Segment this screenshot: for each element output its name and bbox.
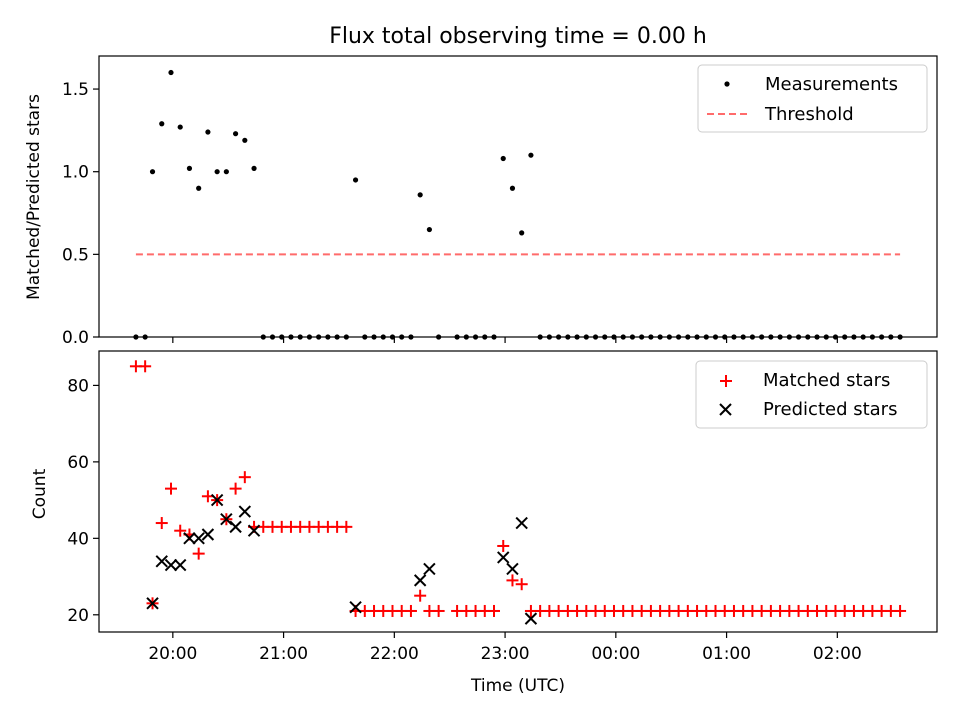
predicted-point-8: [220, 513, 233, 526]
predicted-point-11: [247, 524, 261, 537]
bottom-x-tick-label-4: 00:00: [591, 644, 640, 664]
measurement-point-5: [177, 124, 183, 130]
matched-point-23: [340, 520, 353, 533]
top-y-axis-label: Matched/Predicted stars: [24, 94, 44, 300]
matched-point-38: [488, 604, 501, 617]
matched-point-41: [515, 578, 528, 591]
matched-point-5: [174, 524, 187, 537]
predicted-point-10: [238, 505, 252, 518]
bottom-x-tick-label-3: 23:00: [481, 644, 530, 664]
top-y-tick-label-3: 1.5: [62, 80, 89, 100]
bottom-y-tick-label-2: 60: [67, 453, 89, 473]
measurement-point-10: [223, 169, 229, 175]
legend-threshold-label: Threshold: [764, 104, 854, 125]
predicted-point-2: [164, 558, 178, 572]
measurement-point-7: [196, 185, 202, 191]
bottom-x-tick-label-6: 02:00: [813, 644, 862, 664]
top-y-tick-label-1: 0.5: [62, 245, 89, 265]
measurement-point-3: [159, 121, 165, 127]
bottom-y-axis-label: Count: [30, 468, 50, 519]
legend-measurements-marker: [724, 81, 730, 87]
legend-measurements-label: Measurements: [765, 74, 898, 95]
matched-point-3: [155, 517, 168, 530]
measurement-point-40: [509, 185, 516, 191]
bottom-axes-frame: [98, 350, 938, 633]
predicted-point-12: [349, 600, 362, 614]
measurement-point-9: [214, 169, 220, 175]
matched-point-1: [139, 360, 152, 373]
x-axis-label: Time (UTC): [470, 676, 565, 696]
measurement-point-32: [426, 226, 433, 233]
figure-title: Flux total observing time = 0.00 h: [329, 24, 707, 49]
matched-point-82: [894, 604, 907, 617]
matched-point-31: [414, 589, 427, 602]
bottom-axes: 20 40 60 80 20:00 21:00 22:00 23:00 00:00 01:00 0…: [30, 350, 938, 696]
predicted-point-17: [515, 516, 528, 530]
bottom-y-tick-label-3: 80: [67, 376, 89, 396]
top-plot-area: [133, 69, 903, 340]
bottom-plot-area: [129, 360, 907, 625]
legend-predicted-marker: [719, 403, 732, 416]
bottom-y-tick-label-0: 20: [67, 606, 89, 626]
top-y-tick-label-2: 1.0: [62, 163, 89, 183]
measurement-point-24: [352, 177, 359, 183]
measurement-point-2: [149, 169, 156, 175]
predicted-point-0: [146, 597, 159, 610]
measurement-point-13: [251, 165, 257, 171]
bottom-y-ticks: 20 40 60 80: [67, 376, 99, 626]
predicted-point-5: [192, 532, 205, 545]
predicted-point-6: [201, 528, 215, 541]
predicted-point-14: [423, 562, 436, 576]
top-y-tick-label-0: 0.0: [62, 328, 89, 348]
matched-point-12: [238, 471, 251, 484]
predicted-point-1: [155, 555, 168, 568]
legend-matched-label: Matched stars: [763, 370, 890, 391]
bottom-x-tick-label-1: 21:00: [259, 644, 308, 664]
predicted-point-15: [497, 551, 510, 564]
top-x-ticks: [172, 337, 838, 343]
legend-matched-marker: [720, 375, 732, 387]
matched-point-40: [506, 574, 519, 587]
legend-predicted-label: Predicted stars: [763, 399, 897, 420]
top-axes-frame: [98, 55, 938, 338]
matched-point-30: [404, 604, 417, 617]
top-axes: 0.0 0.5 1.0 1.5 Matched/Predicted stars Mea…: [24, 55, 938, 348]
top-y-ticks: 0.0 0.5 1.0 1.5: [62, 80, 99, 348]
bottom-legend: Matched stars Predicted stars: [695, 360, 928, 429]
predicted-point-3: [174, 558, 187, 572]
measurement-point-39: [500, 155, 506, 162]
predicted-point-18: [524, 612, 538, 625]
measurement-point-42: [528, 152, 534, 158]
measurement-point-31: [417, 192, 423, 198]
predicted-point-16: [506, 562, 519, 576]
bottom-x-tick-label-0: 20:00: [148, 644, 197, 664]
measurement-point-11: [232, 131, 239, 137]
measurement-point-41: [519, 230, 525, 236]
predicted-point-7: [210, 493, 224, 507]
predicted-point-4: [183, 532, 196, 545]
predicted-point-13: [413, 574, 427, 587]
measurement-point-4: [168, 69, 174, 76]
matched-point-33: [432, 604, 445, 617]
top-legend: Measurements Threshold: [697, 64, 928, 133]
measurement-point-6: [186, 165, 193, 171]
matched-point-39: [497, 539, 510, 552]
measurement-point-12: [242, 137, 248, 143]
bottom-x-tick-label-5: 01:00: [702, 644, 751, 664]
top-legend-box: [697, 64, 928, 133]
matched-point-4: [164, 482, 177, 495]
bottom-x-tick-label-2: 22:00: [370, 644, 419, 664]
bottom-y-tick-label-1: 40: [67, 529, 89, 549]
matched-point-11: [229, 482, 242, 495]
bottom-x-ticks: 20:00 21:00 22:00 23:00 00:00 01:00 02:00: [148, 632, 862, 664]
bottom-legend-box: [695, 360, 928, 429]
matched-point-7: [192, 547, 205, 560]
predicted-point-9: [229, 520, 242, 534]
measurement-point-8: [205, 129, 211, 135]
